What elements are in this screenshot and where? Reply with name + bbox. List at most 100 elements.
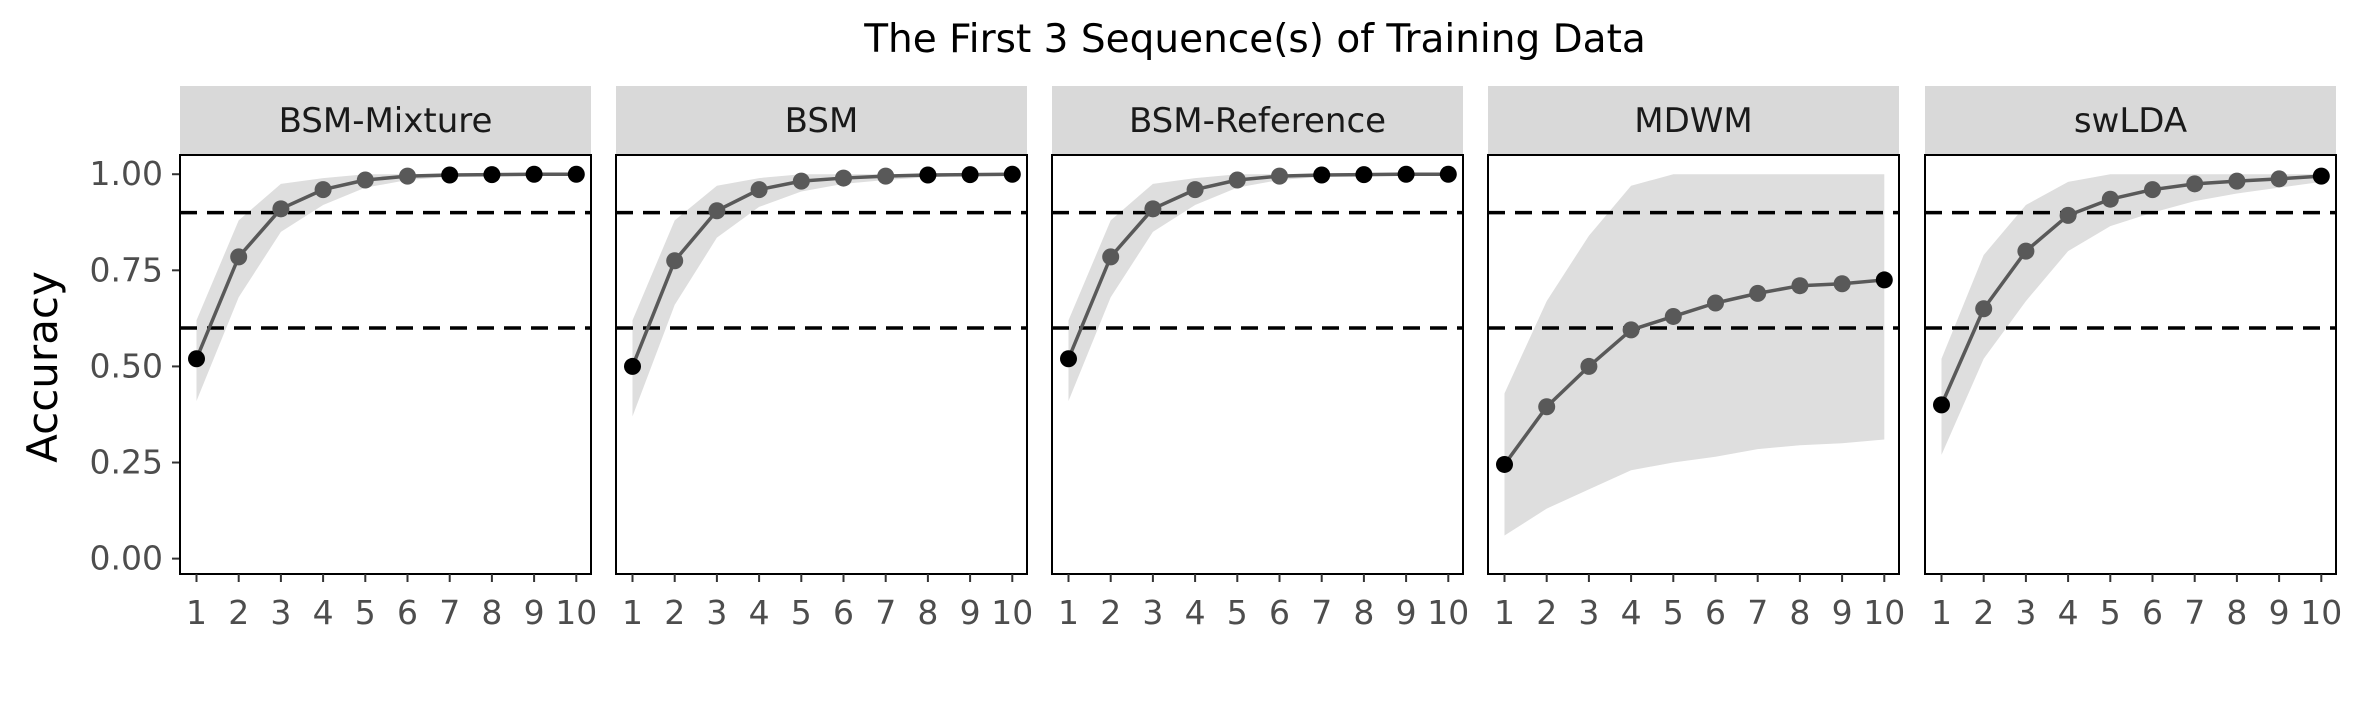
data-point [1271, 167, 1288, 185]
x-tick-label: 3 [1578, 593, 1599, 632]
panel-border [615, 154, 1028, 575]
y-tick-label: 0.25 [90, 443, 163, 482]
data-point [314, 181, 332, 199]
x-tick-label: 7 [1311, 593, 1332, 632]
data-point [1496, 455, 1513, 473]
x-tick-label: 1 [1058, 593, 1079, 632]
x-tick-label: 3 [2015, 593, 2036, 632]
x-tick-label: 10 [1427, 593, 1469, 632]
panel-border [1487, 154, 1900, 575]
x-tick-label: 5 [1663, 593, 1684, 632]
data-point [1833, 275, 1851, 293]
series-line [1503, 278, 1885, 466]
facet-panel: swLDA 1 2 3 4 5 6 7 8 9 10 [1924, 86, 2342, 632]
series-line [1939, 174, 2322, 406]
x-tick-label: 5 [791, 593, 812, 632]
x-tick-label: 2 [1536, 593, 1557, 632]
y-tick-label: 0.50 [90, 346, 163, 385]
x-tick-label: 6 [397, 593, 418, 632]
x-tick-label: 4 [749, 593, 770, 632]
data-point [792, 172, 810, 190]
facet-strip [1488, 86, 1899, 154]
data-point [567, 165, 585, 183]
facet-strip [1925, 86, 2336, 154]
data-point [1664, 307, 1682, 325]
data-point [919, 166, 937, 184]
chart-title: The First 3 Sequence(s) of Training Data [863, 17, 1646, 62]
x-tick-label: 4 [2058, 593, 2079, 632]
data-point [2186, 175, 2204, 193]
x-tick-label: 7 [1747, 593, 1768, 632]
x-tick-label: 2 [1973, 593, 1994, 632]
data-point [1791, 277, 1809, 295]
data-point [666, 252, 684, 270]
y-axis: 0.00 0.25 0.50 0.75 1.00 [90, 154, 180, 578]
data-point [2144, 181, 2161, 199]
facet-panel: MDWM 1 2 3 4 5 6 7 8 9 10 [1487, 86, 1905, 632]
series-line [1066, 172, 1449, 360]
panel-border [1051, 154, 1464, 575]
data-point [1102, 248, 1120, 266]
y-tick-label: 1.00 [90, 154, 163, 193]
data-point [2101, 190, 2119, 208]
facet-label: BSM-Mixture [279, 101, 493, 141]
y-axis-label: Accuracy [18, 271, 67, 463]
x-tick-label: 8 [917, 593, 938, 632]
data-point [835, 169, 852, 187]
facet-label: BSM [785, 101, 859, 141]
facet-label: MDWM [1634, 101, 1752, 141]
x-tick-label: 3 [706, 593, 727, 632]
data-point [961, 166, 979, 184]
x-tick-label: 9 [524, 593, 545, 632]
facet-label: swLDA [2074, 101, 2187, 141]
facet-panel: BSM-Mixture 1 2 3 4 5 6 7 8 9 10 [179, 86, 597, 632]
panel-border [1924, 154, 2337, 575]
data-point [1707, 294, 1724, 312]
x-tick-label: 6 [2142, 593, 2163, 632]
x-tick-label: 8 [1353, 593, 1374, 632]
x-tick-label: 8 [2226, 593, 2247, 632]
x-tick-label: 9 [960, 593, 981, 632]
facet-panel: BSM 1 2 3 4 5 6 7 8 9 10 [615, 86, 1033, 632]
panel-background [1925, 155, 2336, 574]
x-tick-label: 1 [1494, 593, 1515, 632]
y-tick-label: 0.00 [90, 539, 163, 578]
series-line [630, 172, 1013, 368]
x-tick-label: 6 [833, 593, 854, 632]
x-tick-label: 10 [2300, 593, 2342, 632]
x-tick-label: 7 [875, 593, 896, 632]
x-tick-label: 7 [2184, 593, 2205, 632]
data-point [1975, 300, 1993, 318]
x-tick-label: 5 [1227, 593, 1248, 632]
x-tick-label: 3 [270, 593, 291, 632]
data-point [750, 181, 768, 199]
data-point [1622, 321, 1640, 339]
facet-strip [1052, 86, 1463, 154]
x-tick-label: 4 [1185, 593, 1206, 632]
x-tick-label: 9 [1832, 593, 1853, 632]
data-point [1313, 166, 1331, 184]
data-point [1397, 165, 1415, 183]
x-tick-label: 5 [355, 593, 376, 632]
x-tick-label: 3 [1142, 593, 1163, 632]
x-tick-label: 4 [1621, 593, 1642, 632]
data-point [2059, 206, 2077, 224]
data-point [356, 171, 374, 189]
x-tick-label: 10 [555, 593, 597, 632]
data-point [1439, 165, 1457, 183]
x-tick-label: 1 [622, 593, 643, 632]
data-point [1228, 171, 1246, 189]
x-tick-label: 6 [1269, 593, 1290, 632]
x-tick-label: 1 [186, 593, 207, 632]
data-point [2270, 170, 2288, 188]
panel-border [179, 154, 592, 575]
data-point [708, 202, 726, 220]
x-tick-label: 4 [313, 593, 334, 632]
data-point [188, 350, 205, 368]
data-point [2017, 242, 2035, 260]
facet-strip [616, 86, 1027, 154]
data-point [1749, 284, 1767, 302]
data-point [624, 357, 641, 375]
